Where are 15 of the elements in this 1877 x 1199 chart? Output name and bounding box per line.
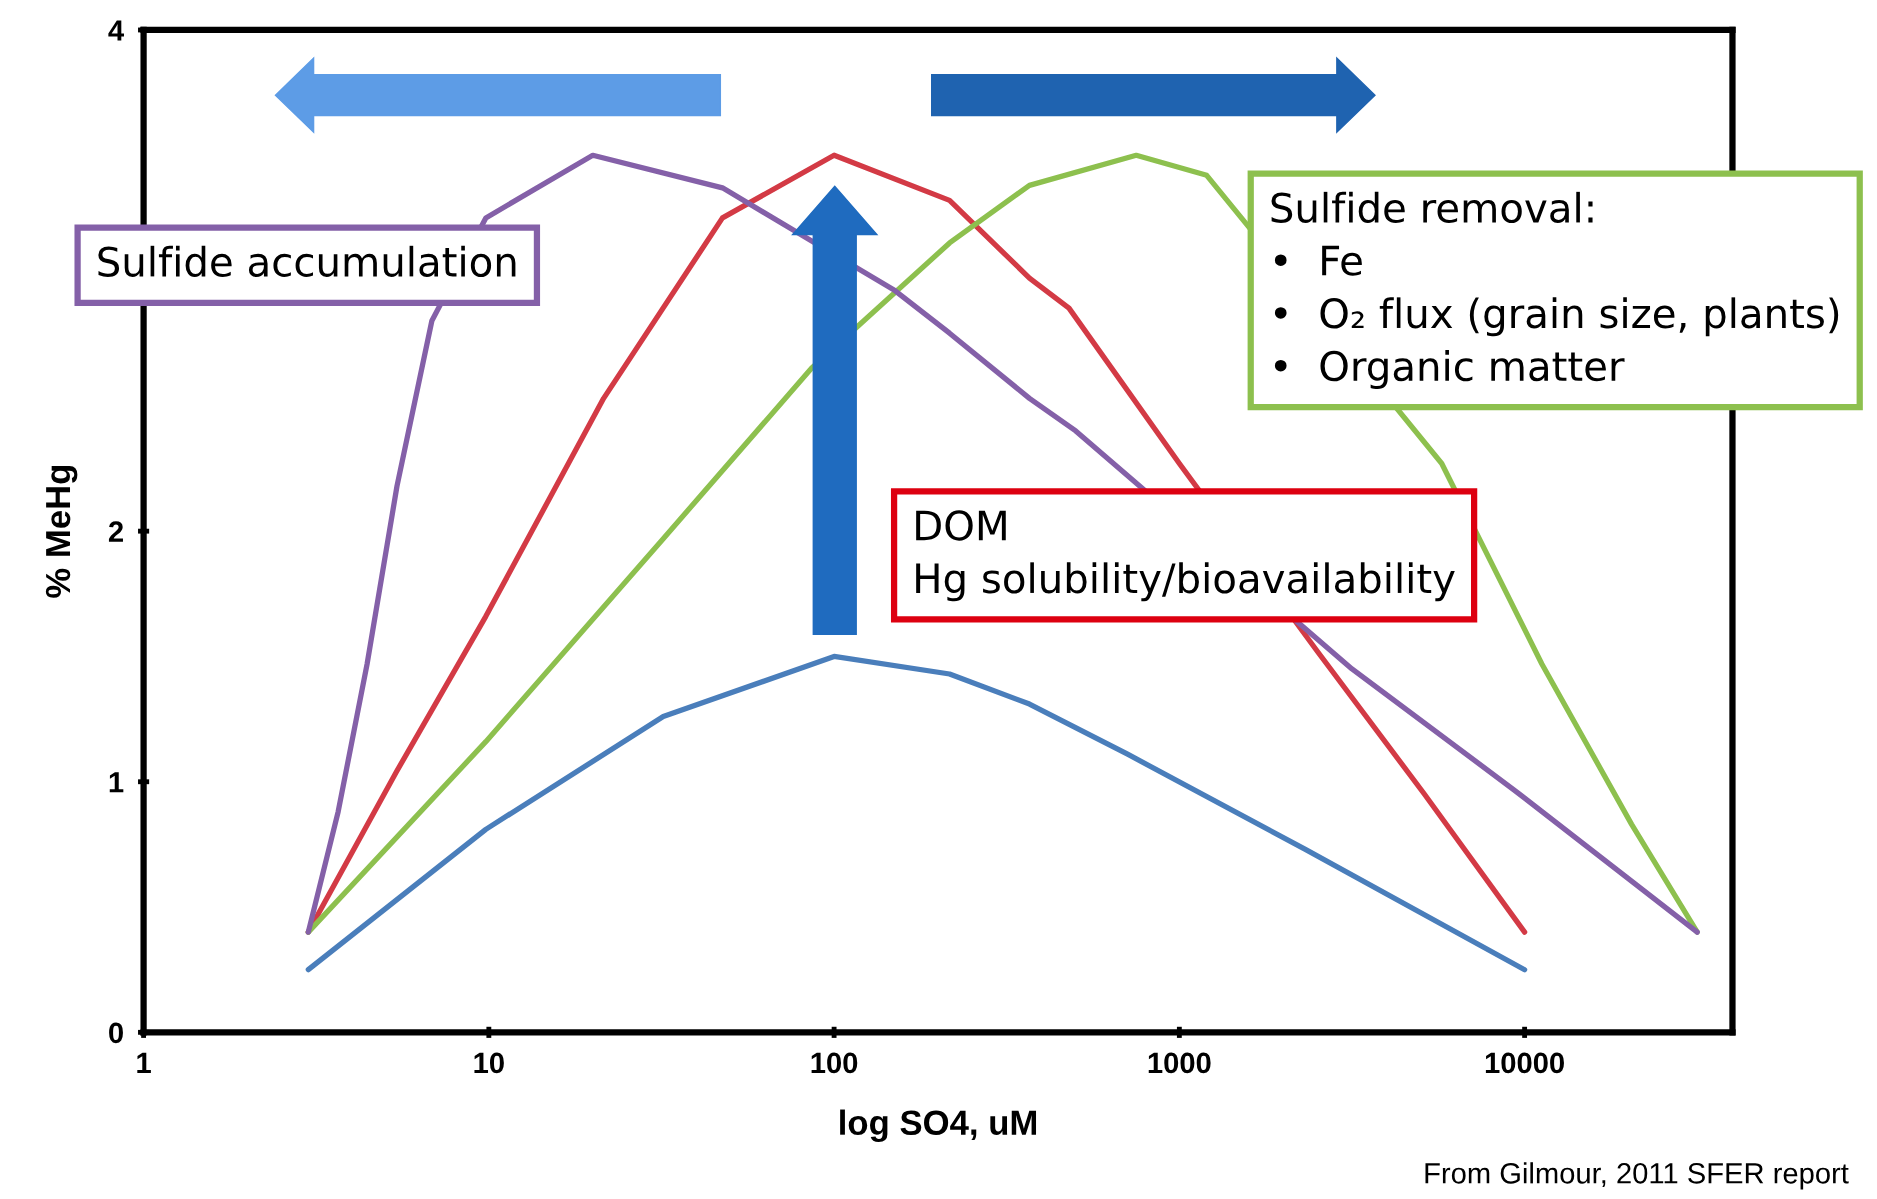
annotation: Sulfide accumulation	[98, 245, 516, 277]
x-tick-label: 1	[137, 1052, 151, 1073]
y-tick-label: 4	[108, 20, 124, 41]
x-tick-label: 1000	[1148, 1052, 1211, 1074]
x-axis-title: log SO4, uM	[840, 1109, 1037, 1143]
x-tick-label: 10000	[1485, 1052, 1564, 1074]
y-tick-label: 1	[109, 772, 124, 793]
text: From Gilmour, 2011 SFER report	[1425, 1162, 1849, 1190]
y-tick-label: 0	[109, 1022, 123, 1044]
annotation: Sulfide removal: • Fe • O₂ flux (grain size, plants) • Organic matter	[1271, 191, 1839, 390]
annotation: DOM Hg solubility/bioavailability	[916, 510, 1455, 602]
x-tick-label: 100	[811, 1052, 858, 1074]
y-tick-label: 2	[108, 521, 123, 542]
y-axis-title: % MeHg	[45, 465, 78, 598]
x-tick-label: 10	[474, 1052, 504, 1074]
